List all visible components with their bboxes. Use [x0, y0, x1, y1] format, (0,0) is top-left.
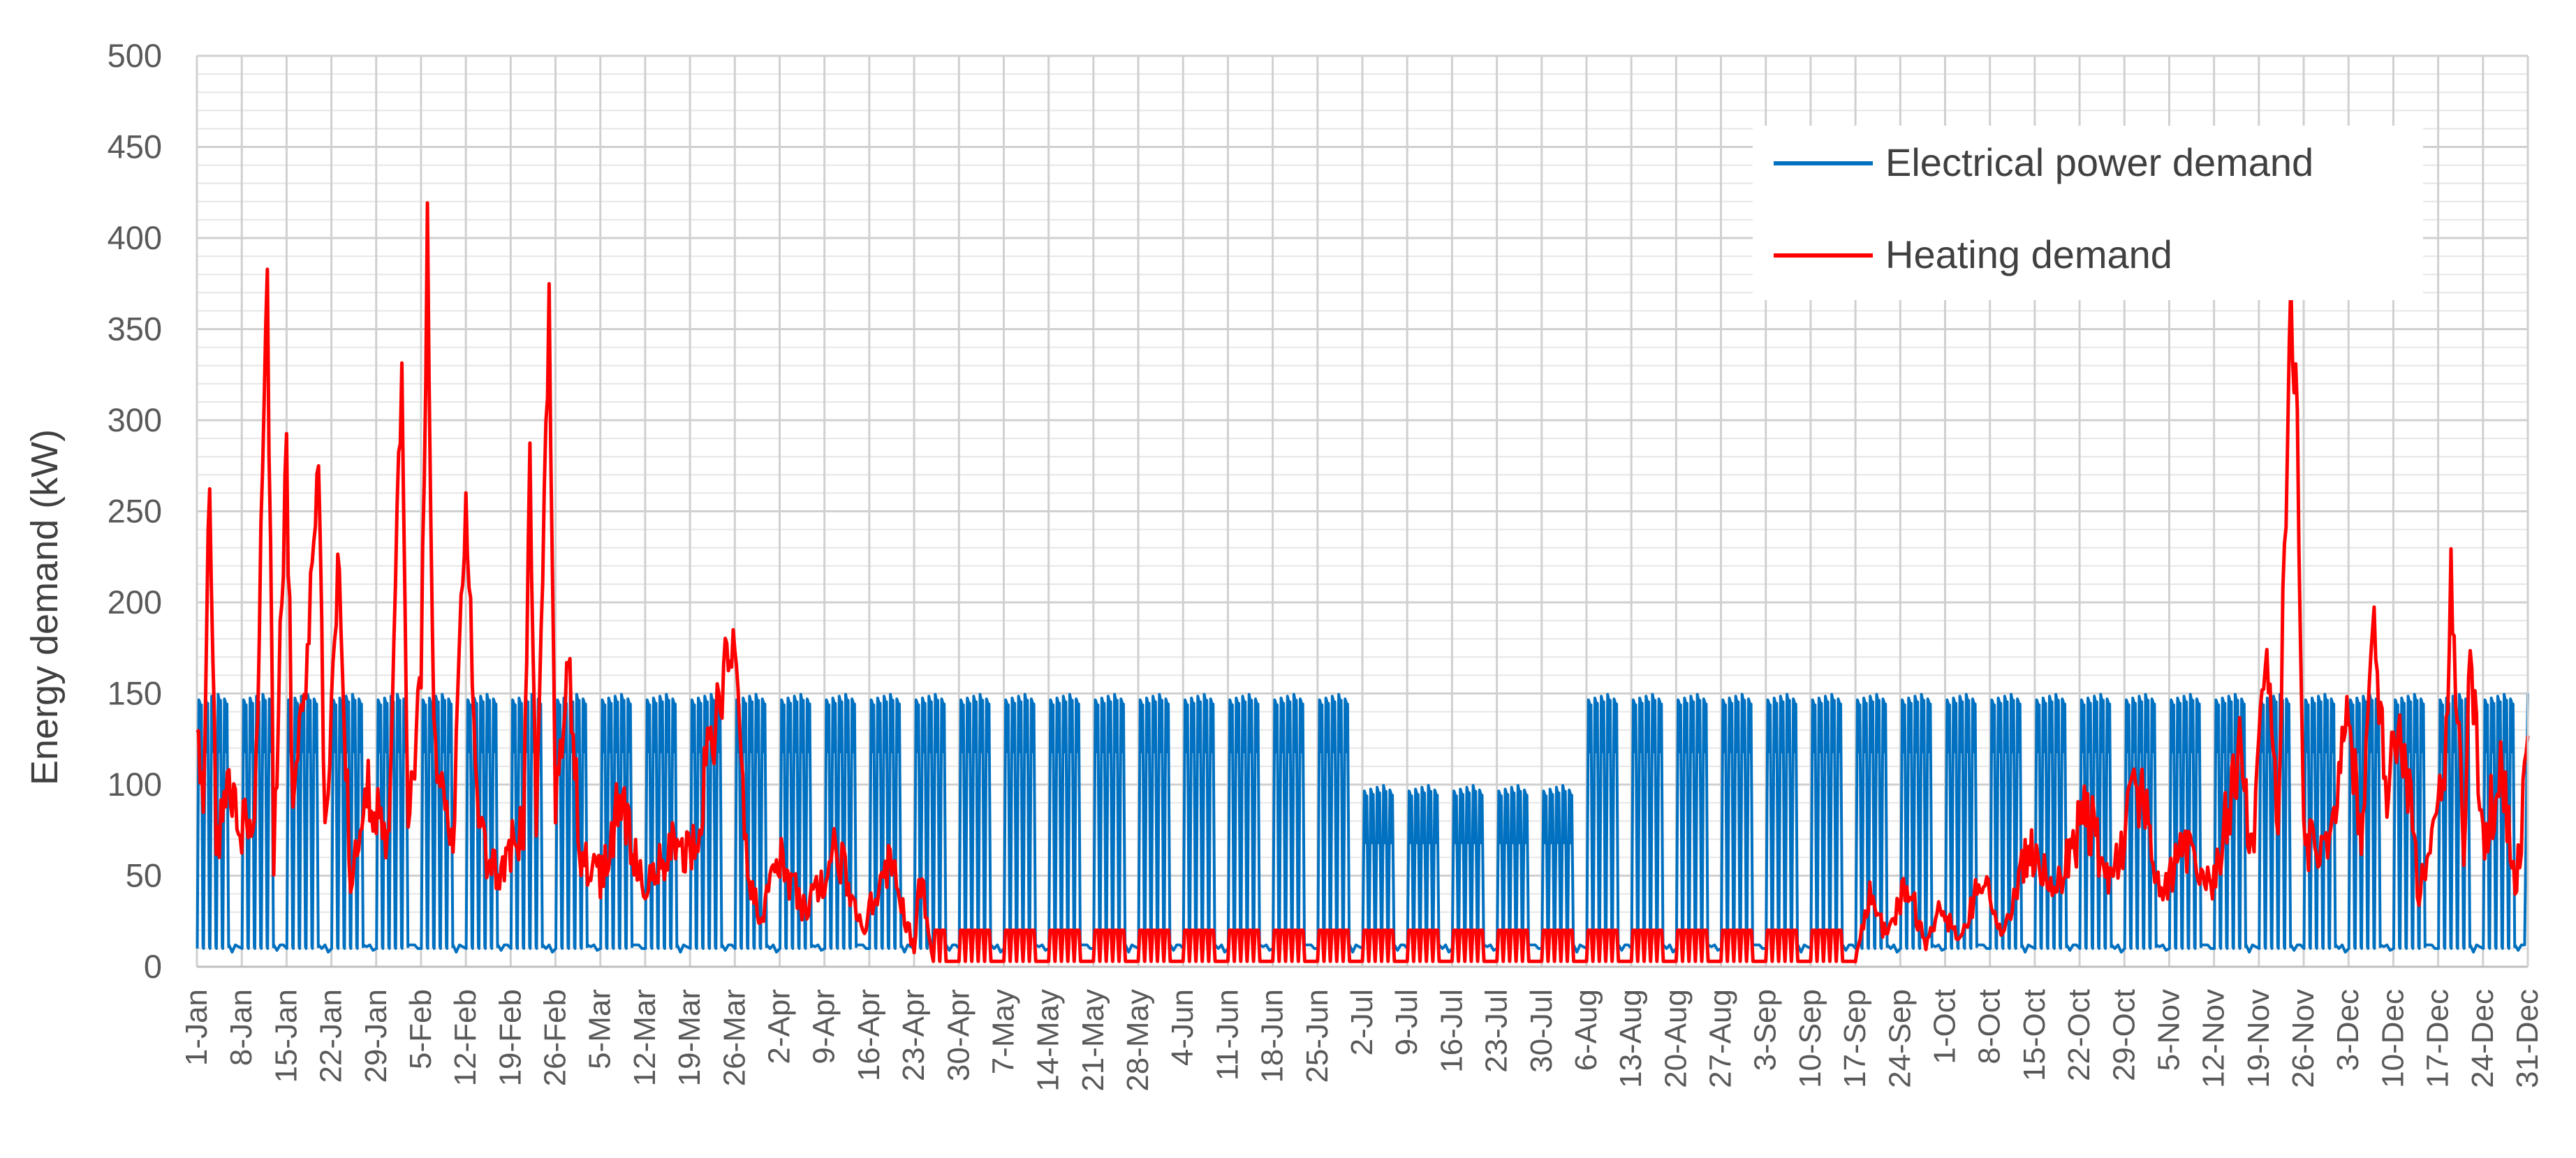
legend-label-heating: Heating demand: [1885, 232, 2172, 276]
x-tick-label: 30-Jul: [1524, 989, 1559, 1073]
x-tick-label: 24-Dec: [2466, 989, 2500, 1088]
x-tick-label: 29-Oct: [2107, 989, 2141, 1081]
x-tick-label: 30-Apr: [941, 989, 976, 1081]
x-tick-label: 1-Jan: [179, 989, 214, 1066]
x-tick-label: 22-Oct: [2062, 989, 2096, 1081]
x-tick-label: 10-Dec: [2376, 989, 2410, 1088]
x-tick-label: 9-Apr: [807, 989, 841, 1064]
x-tick-label: 13-Aug: [1614, 989, 1648, 1088]
y-tick-label: 450: [108, 128, 162, 165]
x-tick-label: 27-Aug: [1704, 989, 1738, 1088]
x-tick-label: 8-Jan: [224, 989, 258, 1066]
x-tick-label: 23-Jul: [1480, 989, 1514, 1073]
x-tick-label: 31-Dec: [2510, 989, 2545, 1088]
x-tick-labels: 1-Jan 8-Jan 15-Jan 22-Jan 29-Jan 5-Feb 12-Feb 1…: [179, 989, 2545, 1092]
x-tick-label: 26-Feb: [538, 989, 573, 1086]
x-tick-label: 10-Sep: [1793, 989, 1827, 1088]
y-tick-label: 200: [108, 584, 162, 621]
x-tick-label: 7-May: [986, 989, 1020, 1074]
x-tick-label: 16-Jul: [1434, 989, 1469, 1073]
legend: Electrical power demand Heating demand: [1753, 126, 2423, 300]
x-tick-label: 16-Apr: [852, 989, 886, 1081]
y-tick-label: 500: [108, 37, 162, 74]
y-tick-labels: 0 50 100 150 200 250 300 350 400 450 500: [108, 37, 162, 985]
x-tick-label: 14-May: [1031, 989, 1066, 1092]
x-tick-label: 12-Nov: [2197, 989, 2231, 1088]
heating-demand-series: [196, 201, 2530, 964]
x-tick-label: 12-Feb: [448, 989, 483, 1086]
y-tick-label: 50: [126, 857, 162, 894]
x-tick-label: 17-Sep: [1838, 989, 1872, 1088]
x-tick-label: 22-Jan: [314, 989, 348, 1083]
y-tick-label: 300: [108, 401, 162, 438]
y-tick-label: 100: [108, 766, 162, 803]
x-tick-label: 19-Feb: [493, 989, 527, 1086]
x-tick-label: 3-Dec: [2331, 989, 2365, 1071]
x-tick-label: 2-Jul: [1345, 989, 1379, 1055]
x-tick-label: 26-Mar: [717, 989, 751, 1086]
x-tick-label: 21-May: [1076, 989, 1110, 1092]
x-tick-label: 29-Jan: [359, 989, 393, 1083]
x-tick-label: 6-Aug: [1569, 989, 1603, 1071]
x-tick-label: 9-Jul: [1390, 989, 1424, 1055]
x-tick-label: 19-Mar: [672, 989, 707, 1086]
legend-label-electrical: Electrical power demand: [1885, 140, 2313, 184]
x-tick-label: 23-Apr: [897, 989, 931, 1081]
axes: [197, 56, 2529, 968]
x-tick-label: 19-Nov: [2242, 989, 2276, 1088]
x-tick-label: 4-Jun: [1165, 989, 1200, 1066]
y-axis-title: Energy demand (kW): [24, 429, 66, 785]
x-tick-label: 8-Oct: [1973, 989, 2007, 1064]
x-tick-label: 24-Sep: [1883, 989, 1917, 1088]
x-tick-label: 18-Jun: [1256, 989, 1290, 1083]
y-tick-label: 0: [144, 948, 162, 985]
y-tick-label: 400: [108, 219, 162, 256]
x-tick-label: 25-Jun: [1300, 989, 1334, 1083]
heating-demand-line: [196, 201, 2530, 964]
x-tick-label: 1-Oct: [1928, 989, 1962, 1064]
legend-background: [1753, 126, 2423, 300]
x-tick-label: 5-Nov: [2151, 989, 2186, 1071]
x-tick-label: 17-Dec: [2421, 989, 2455, 1088]
x-tick-label: 5-Mar: [583, 989, 617, 1069]
x-tick-label: 15-Oct: [2017, 989, 2052, 1081]
x-tick-label: 20-Aug: [1658, 989, 1693, 1088]
x-tick-label: 12-Mar: [628, 989, 662, 1086]
y-tick-label: 350: [108, 311, 162, 348]
x-tick-label: 26-Nov: [2286, 989, 2320, 1088]
x-tick-label: 11-Jun: [1210, 989, 1244, 1081]
y-tick-label: 250: [108, 493, 162, 530]
x-tick-label: 15-Jan: [269, 989, 303, 1083]
x-tick-label: 3-Sep: [1749, 989, 1783, 1071]
x-tick-label: 2-Apr: [763, 989, 797, 1064]
y-tick-label: 150: [108, 675, 162, 712]
x-tick-label: 5-Feb: [404, 989, 438, 1069]
x-tick-label: 28-May: [1121, 989, 1155, 1092]
